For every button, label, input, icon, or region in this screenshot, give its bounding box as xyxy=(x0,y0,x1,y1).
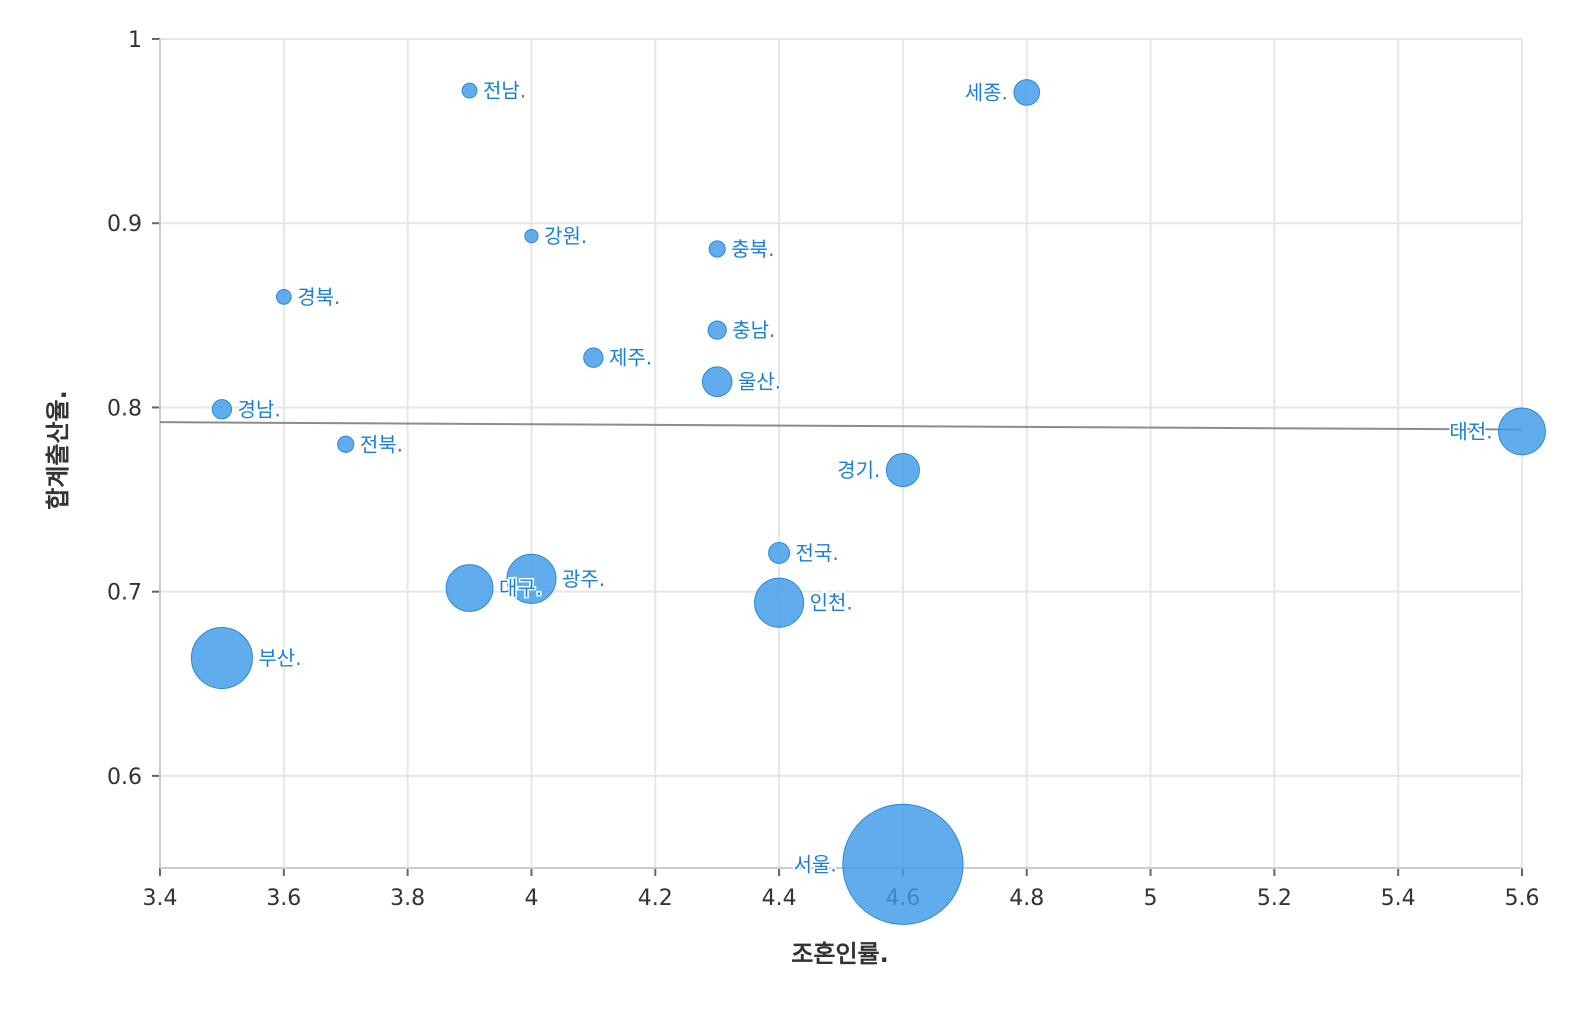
point-label: 충남. xyxy=(732,318,775,342)
bubble-point[interactable] xyxy=(524,228,539,244)
point-label: 제주. xyxy=(609,346,652,370)
bubbles xyxy=(190,79,1546,925)
y-tick-label: 0.8 xyxy=(107,396,142,421)
axes: 3.43.63.844.24.44.64.855.25.45.60.60.70.… xyxy=(107,28,1540,911)
bubble-point[interactable] xyxy=(275,289,292,305)
point-labels: 서울. 부산. 광주. 인천. 대전. 대구. 경기. 울산. 세종. 전국. 제주. 경남. 충남. 충… xyxy=(236,77,1494,878)
point-label: 인천. xyxy=(810,591,853,615)
bubble-point[interactable] xyxy=(701,366,733,397)
point-label: 대전. xyxy=(1449,419,1492,443)
bubble-point[interactable] xyxy=(842,803,964,925)
trendline-group xyxy=(159,421,1523,431)
x-tick-label: 4 xyxy=(524,886,538,911)
x-tick-label: 5.6 xyxy=(1505,886,1540,911)
bubble-point[interactable] xyxy=(461,82,478,99)
bubble-point[interactable] xyxy=(337,435,355,453)
x-tick-label: 5.2 xyxy=(1257,886,1292,911)
x-tick-label: 3.6 xyxy=(266,886,301,911)
bubble-point[interactable] xyxy=(707,320,727,340)
bubble-point[interactable] xyxy=(583,347,604,368)
x-tick-label: 4.8 xyxy=(1009,886,1044,911)
point-label: 광주. xyxy=(562,567,605,591)
x-tick-label: 3.4 xyxy=(143,886,178,911)
point-label: 경기. xyxy=(837,458,880,482)
bubble-point[interactable] xyxy=(211,399,233,420)
point-label: 강원. xyxy=(544,224,587,248)
point-label: 울산. xyxy=(738,370,781,394)
bubble-point[interactable] xyxy=(754,577,805,628)
bubble-point[interactable] xyxy=(1498,407,1546,456)
y-tick-label: 1 xyxy=(128,28,142,53)
bubble-point[interactable] xyxy=(506,553,557,604)
x-axis-title: 조혼인률. xyxy=(791,940,888,968)
point-label: 세종. xyxy=(965,80,1008,104)
x-tick-label: 3.8 xyxy=(390,886,425,911)
point-label: 경북. xyxy=(297,285,340,309)
bubble-point[interactable] xyxy=(445,564,494,612)
y-axis-title: 합계출산율. xyxy=(44,390,72,510)
point-label: 대구. xyxy=(499,576,542,600)
grid xyxy=(159,38,1523,868)
bubble-point[interactable] xyxy=(885,453,920,488)
bubble-point[interactable] xyxy=(768,542,791,564)
x-tick-label: 4.2 xyxy=(638,886,673,911)
x-tick-label: 4.4 xyxy=(762,886,797,911)
point-label: 전국. xyxy=(796,541,839,565)
x-tick-label: 5 xyxy=(1144,886,1158,911)
point-label: 부산. xyxy=(258,646,301,670)
point-label: 서울. xyxy=(794,852,837,876)
trendline xyxy=(159,421,1523,431)
point-label: 충북. xyxy=(731,237,774,261)
y-tick-label: 0.9 xyxy=(107,212,142,237)
y-tick-label: 0.6 xyxy=(107,765,142,790)
bubble-point[interactable] xyxy=(190,626,253,689)
bubble-point[interactable] xyxy=(1013,79,1041,106)
y-tick-label: 0.7 xyxy=(107,581,142,606)
point-label: 경남. xyxy=(238,397,281,421)
x-tick-label: 5.4 xyxy=(1381,886,1416,911)
point-label: 전남. xyxy=(483,79,526,103)
bubble-point[interactable] xyxy=(708,240,726,258)
point-label: 전북. xyxy=(360,432,403,456)
